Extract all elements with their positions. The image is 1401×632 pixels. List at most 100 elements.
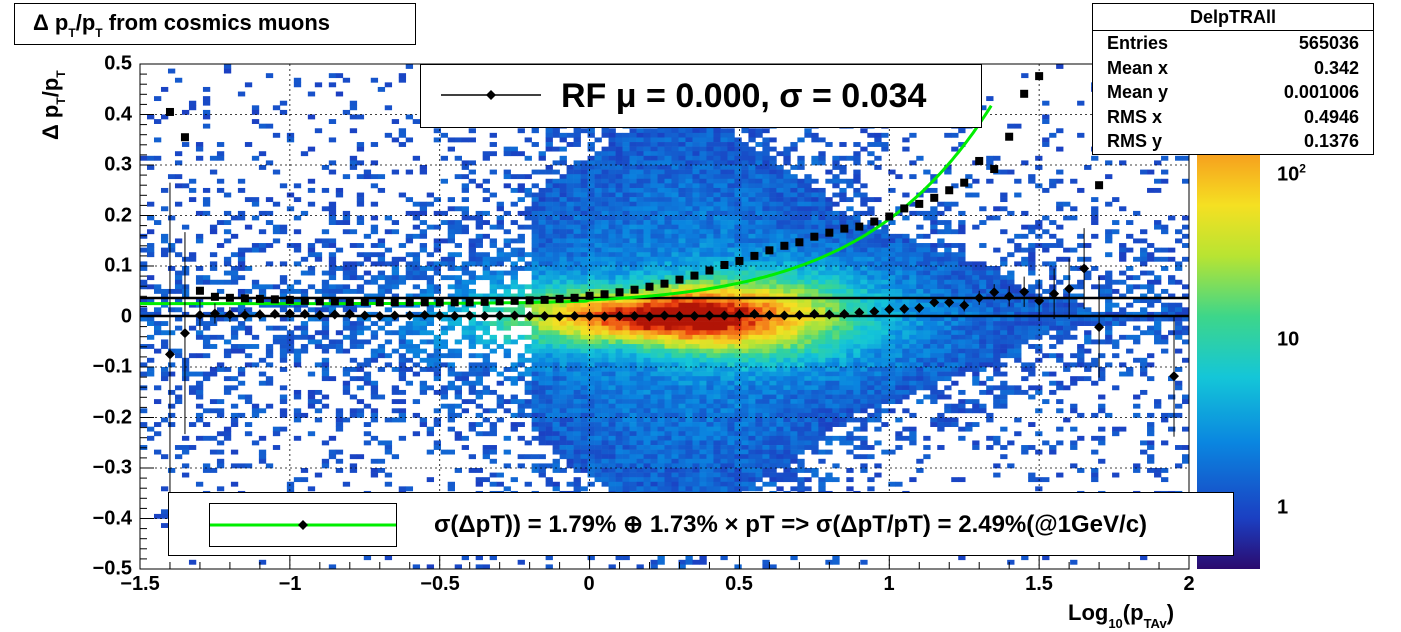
fit-curve	[140, 104, 993, 306]
sigma-marker	[870, 217, 879, 226]
heatmap-cells	[140, 64, 1190, 570]
mean-marker	[899, 303, 910, 314]
mean-marker	[644, 311, 655, 322]
sigma-marker	[930, 193, 939, 202]
mean-marker	[179, 328, 190, 339]
sigma-marker	[990, 165, 999, 174]
mean-marker	[494, 310, 505, 321]
stats-row: Mean x 0.342	[1107, 57, 1359, 78]
sigma-marker	[660, 279, 669, 288]
y-tick-label: 0.2	[104, 204, 132, 226]
x-tick-label: −1.5	[120, 573, 160, 595]
stats-box: DelpTRAll Entries 565036 Mean x 0.342 Mean…	[1092, 3, 1374, 155]
fit-legend-box: σ(ΔpT)) = 1.79% ⊕ 1.73% × pT => σ(ΔpT/pT…	[168, 492, 1234, 556]
mean-marker	[329, 309, 340, 320]
mean-marker	[914, 302, 925, 313]
stats-name: DelpTRAll	[1093, 4, 1373, 31]
data-markers	[164, 72, 1180, 527]
y-tick-label: −0.4	[92, 507, 132, 529]
sigma-marker	[840, 224, 849, 233]
mean-marker	[1064, 283, 1075, 294]
sigma-marker	[885, 212, 894, 221]
mean-marker	[464, 310, 475, 321]
mean-marker	[1169, 371, 1180, 382]
x-tick-label: 2	[1183, 573, 1195, 595]
y-axis-label: Δ pT/pT	[38, 70, 68, 140]
z-tick-label: 10	[1277, 328, 1300, 351]
mean-marker	[929, 297, 940, 308]
y-tick-label: −0.3	[92, 456, 132, 479]
mean-marker	[614, 310, 625, 321]
sigma-marker	[525, 296, 534, 305]
rf-legend-text: RF μ = 0.000, σ = 0.034	[561, 77, 927, 115]
stats-row: RMS x 0.4946	[1107, 106, 1359, 127]
mean-marker	[794, 309, 805, 320]
stats-row: RMS y 0.1376	[1107, 131, 1359, 151]
sigma-marker	[300, 296, 309, 305]
sigma-marker	[720, 260, 729, 269]
x-tick-label: 1	[883, 573, 895, 595]
mean-marker	[854, 307, 865, 318]
sigma-marker	[285, 295, 294, 304]
mean-marker	[944, 297, 955, 308]
sigma-marker	[540, 295, 549, 304]
sigma-marker	[345, 297, 354, 306]
mean-marker	[449, 310, 460, 321]
mean-marker	[824, 309, 835, 320]
sigma-marker	[165, 107, 174, 116]
y-tick-label: 0.3	[104, 153, 132, 176]
x-axis-label: Log10(pTAv)	[1068, 600, 1175, 631]
mean-marker	[809, 308, 820, 319]
title-box: Δ pT/pT from cosmics muons	[14, 3, 416, 45]
mean-marker	[314, 309, 325, 320]
mean-marker	[689, 310, 700, 321]
sigma-marker	[705, 266, 714, 275]
sigma-marker	[375, 298, 384, 307]
mean-marker	[599, 311, 610, 322]
chart-title: Δ pT/pT from cosmics muons	[33, 10, 331, 40]
fit-legend-sample	[209, 503, 397, 547]
mean-marker	[509, 310, 520, 321]
sigma-marker	[1095, 181, 1104, 190]
sigma-marker	[825, 228, 834, 237]
mean-marker	[554, 311, 565, 322]
x-tick-label: −0.5	[420, 573, 460, 595]
x-tick-label: 1.5	[1025, 573, 1053, 595]
y-tick-label: 0.4	[104, 103, 132, 125]
y-tick-label: 0	[120, 305, 132, 327]
mean-marker	[1049, 288, 1060, 299]
sigma-marker	[450, 298, 459, 307]
sigma-marker	[690, 271, 699, 280]
sigma-marker	[240, 294, 249, 303]
sigma-marker	[630, 285, 639, 294]
sigma-marker	[330, 297, 339, 306]
mean-marker	[569, 310, 580, 321]
mean-marker	[359, 310, 370, 321]
axis-ticks	[139, 63, 1190, 570]
sigma-marker	[270, 295, 279, 304]
mean-marker	[869, 306, 880, 317]
z-tick-label: 1	[1277, 496, 1289, 519]
mean-marker	[404, 310, 415, 321]
mean-marker	[434, 310, 445, 321]
sigma-marker	[780, 241, 789, 250]
mean-marker	[539, 310, 550, 321]
sigma-marker	[465, 298, 474, 307]
mean-marker	[164, 349, 175, 360]
mean-marker	[659, 310, 670, 321]
sigma-marker	[915, 199, 924, 208]
sigma-marker	[555, 294, 564, 303]
sigma-marker	[675, 275, 684, 284]
mean-marker	[749, 308, 760, 319]
mean-marker	[479, 310, 490, 321]
mean-marker	[674, 310, 685, 321]
mean-marker	[284, 308, 295, 319]
mean-marker	[884, 304, 895, 315]
mean-marker	[374, 310, 385, 321]
y-tick-label: 0.1	[104, 254, 132, 277]
sigma-marker	[225, 293, 234, 302]
mean-marker	[269, 308, 280, 319]
mean-marker	[239, 309, 250, 320]
mean-marker	[719, 310, 730, 321]
sigma-marker	[390, 298, 399, 307]
